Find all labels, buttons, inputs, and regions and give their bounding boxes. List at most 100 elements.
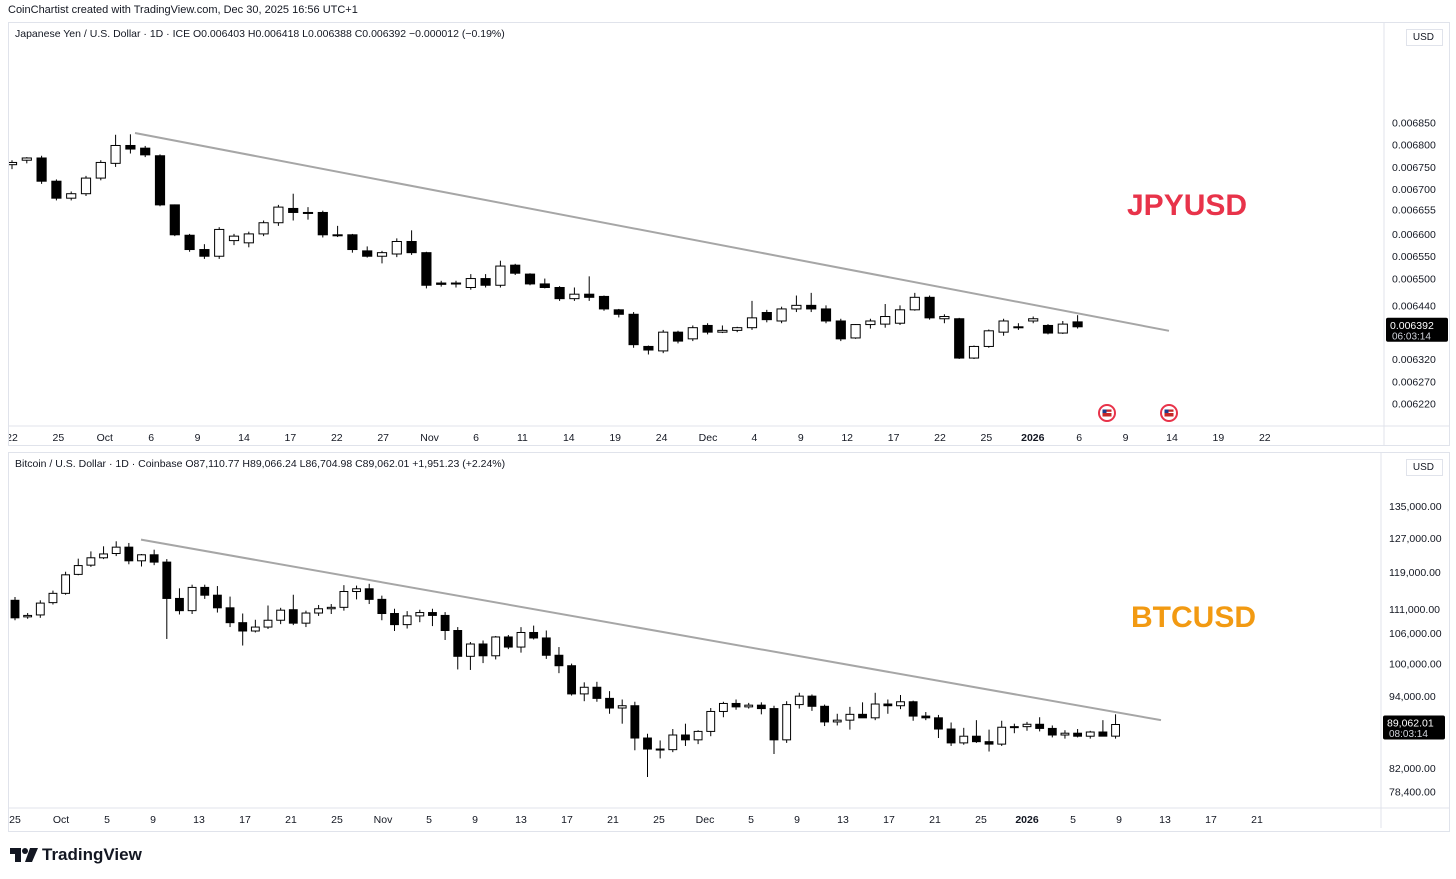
candle-body xyxy=(480,278,491,286)
time-scale-tick-label: 4 xyxy=(751,432,757,444)
time-scale-tick-label: 25 xyxy=(981,432,993,444)
time-scale-tick-label: 21 xyxy=(607,814,619,826)
candle xyxy=(10,597,20,621)
price-scale-tick-label: 82,000.00 xyxy=(1389,763,1436,775)
candle xyxy=(238,613,248,646)
bar-countdown: 08:03:14 xyxy=(1389,729,1428,740)
candle-body xyxy=(858,713,867,719)
candle-body xyxy=(791,304,802,310)
candle-body xyxy=(302,211,314,214)
candle-body xyxy=(718,702,728,712)
candle-body xyxy=(1057,323,1068,334)
candle xyxy=(820,305,832,324)
candle-body xyxy=(569,293,580,300)
candle-body xyxy=(1047,727,1057,736)
candle xyxy=(731,699,741,710)
candle-body xyxy=(516,631,526,648)
candle xyxy=(628,312,639,348)
candle-body xyxy=(61,574,71,594)
time-scale-tick-label: 5 xyxy=(104,814,110,826)
time-scale-tick-label: 17 xyxy=(888,432,900,444)
candle xyxy=(175,588,184,615)
candle-body xyxy=(124,546,134,562)
price-scale-tick-label: 0.006220 xyxy=(1392,399,1436,411)
candle-body xyxy=(731,702,741,708)
candle-body xyxy=(243,233,254,244)
candle-body xyxy=(200,586,210,596)
time-scale-tick-label: 21 xyxy=(929,814,941,826)
candle-body xyxy=(579,686,589,695)
time-scale-tick-label: 17 xyxy=(1205,814,1217,826)
price-scale-tick-label: 111,000.00 xyxy=(1389,604,1440,616)
candle-body xyxy=(706,710,716,732)
candle-body xyxy=(746,317,758,329)
time-scale-tick-label: 11 xyxy=(517,432,528,444)
candle xyxy=(1072,315,1083,329)
candle-body xyxy=(628,313,639,346)
candle-body xyxy=(732,327,743,331)
time-scale-tick-label: 22 xyxy=(1259,432,1271,444)
candle xyxy=(896,695,905,710)
candle-body xyxy=(756,704,766,710)
candle xyxy=(820,704,830,727)
candle xyxy=(539,278,550,289)
candle-body xyxy=(1085,731,1095,737)
candle-body xyxy=(347,234,358,251)
candle xyxy=(954,317,965,359)
candle-body xyxy=(35,602,45,616)
candle-body xyxy=(1111,724,1120,737)
jpyusd-chart-canvas[interactable]: 0.006850 0.006800 0.006750 0.006700 0.006655… xyxy=(9,23,1449,445)
jpyusd-chart-panel[interactable]: 0.006850 0.006800 0.006750 0.006700 0.006655… xyxy=(8,22,1450,446)
candle-body xyxy=(554,286,565,300)
candle-body xyxy=(510,264,521,274)
candle-body xyxy=(1042,324,1054,334)
candle xyxy=(630,701,640,751)
price-scale-tick-label: 0.006550 xyxy=(1392,251,1436,263)
candle xyxy=(1009,723,1019,734)
candle xyxy=(971,720,981,743)
tradingview-logo-text: TradingView xyxy=(42,845,142,864)
time-scale-tick-label: 25 xyxy=(653,814,665,826)
time-scale-tick-label: 25 xyxy=(9,814,21,826)
flag-canton xyxy=(1164,409,1169,413)
time-scale-tick-label: Nov xyxy=(420,432,439,444)
candle-body xyxy=(162,561,172,599)
price-scale-tick-label: 0.006750 xyxy=(1392,162,1436,174)
price-scale-tick-label: 100,000.00 xyxy=(1389,659,1442,671)
candle xyxy=(617,699,627,724)
candle xyxy=(744,702,754,709)
candle-body xyxy=(9,161,18,166)
btcusd-chart-panel[interactable]: 135,000.00 127,000.00 119,000.00 111,000.00… xyxy=(8,452,1450,832)
candle-body xyxy=(539,283,550,288)
price-scale-currency[interactable]: USD xyxy=(1405,29,1443,46)
candle-body xyxy=(149,554,159,563)
candle xyxy=(86,551,96,567)
candle xyxy=(154,154,166,207)
candle xyxy=(390,608,399,632)
price-scale-tick-label: 94,000.00 xyxy=(1389,691,1436,703)
btcusd-chart-canvas[interactable]: 135,000.00 127,000.00 119,000.00 111,000.00… xyxy=(9,453,1449,831)
price-scale-tick-label: 0.006850 xyxy=(1392,117,1436,129)
candle-body xyxy=(48,592,58,604)
candle xyxy=(35,600,45,618)
candle-body xyxy=(73,565,83,575)
candle xyxy=(921,712,931,721)
candle-body xyxy=(605,697,614,709)
tradingview-logo[interactable]: TradingView xyxy=(10,845,142,865)
price-scale-currency[interactable]: USD xyxy=(1405,459,1443,476)
time-scale-tick-label: Dec xyxy=(699,432,718,444)
candle-body xyxy=(954,318,965,359)
candle xyxy=(440,612,450,640)
time-scale-tick-label: 14 xyxy=(238,432,250,444)
candle xyxy=(428,608,437,627)
candle xyxy=(776,306,787,324)
candle xyxy=(782,701,792,743)
candle-body xyxy=(137,554,146,562)
candle-body xyxy=(567,665,577,695)
candle-body xyxy=(402,615,412,626)
candle xyxy=(554,647,564,674)
candle-body xyxy=(983,330,994,347)
candle-body xyxy=(946,728,956,744)
candle xyxy=(347,233,358,253)
candle-body xyxy=(465,643,475,657)
